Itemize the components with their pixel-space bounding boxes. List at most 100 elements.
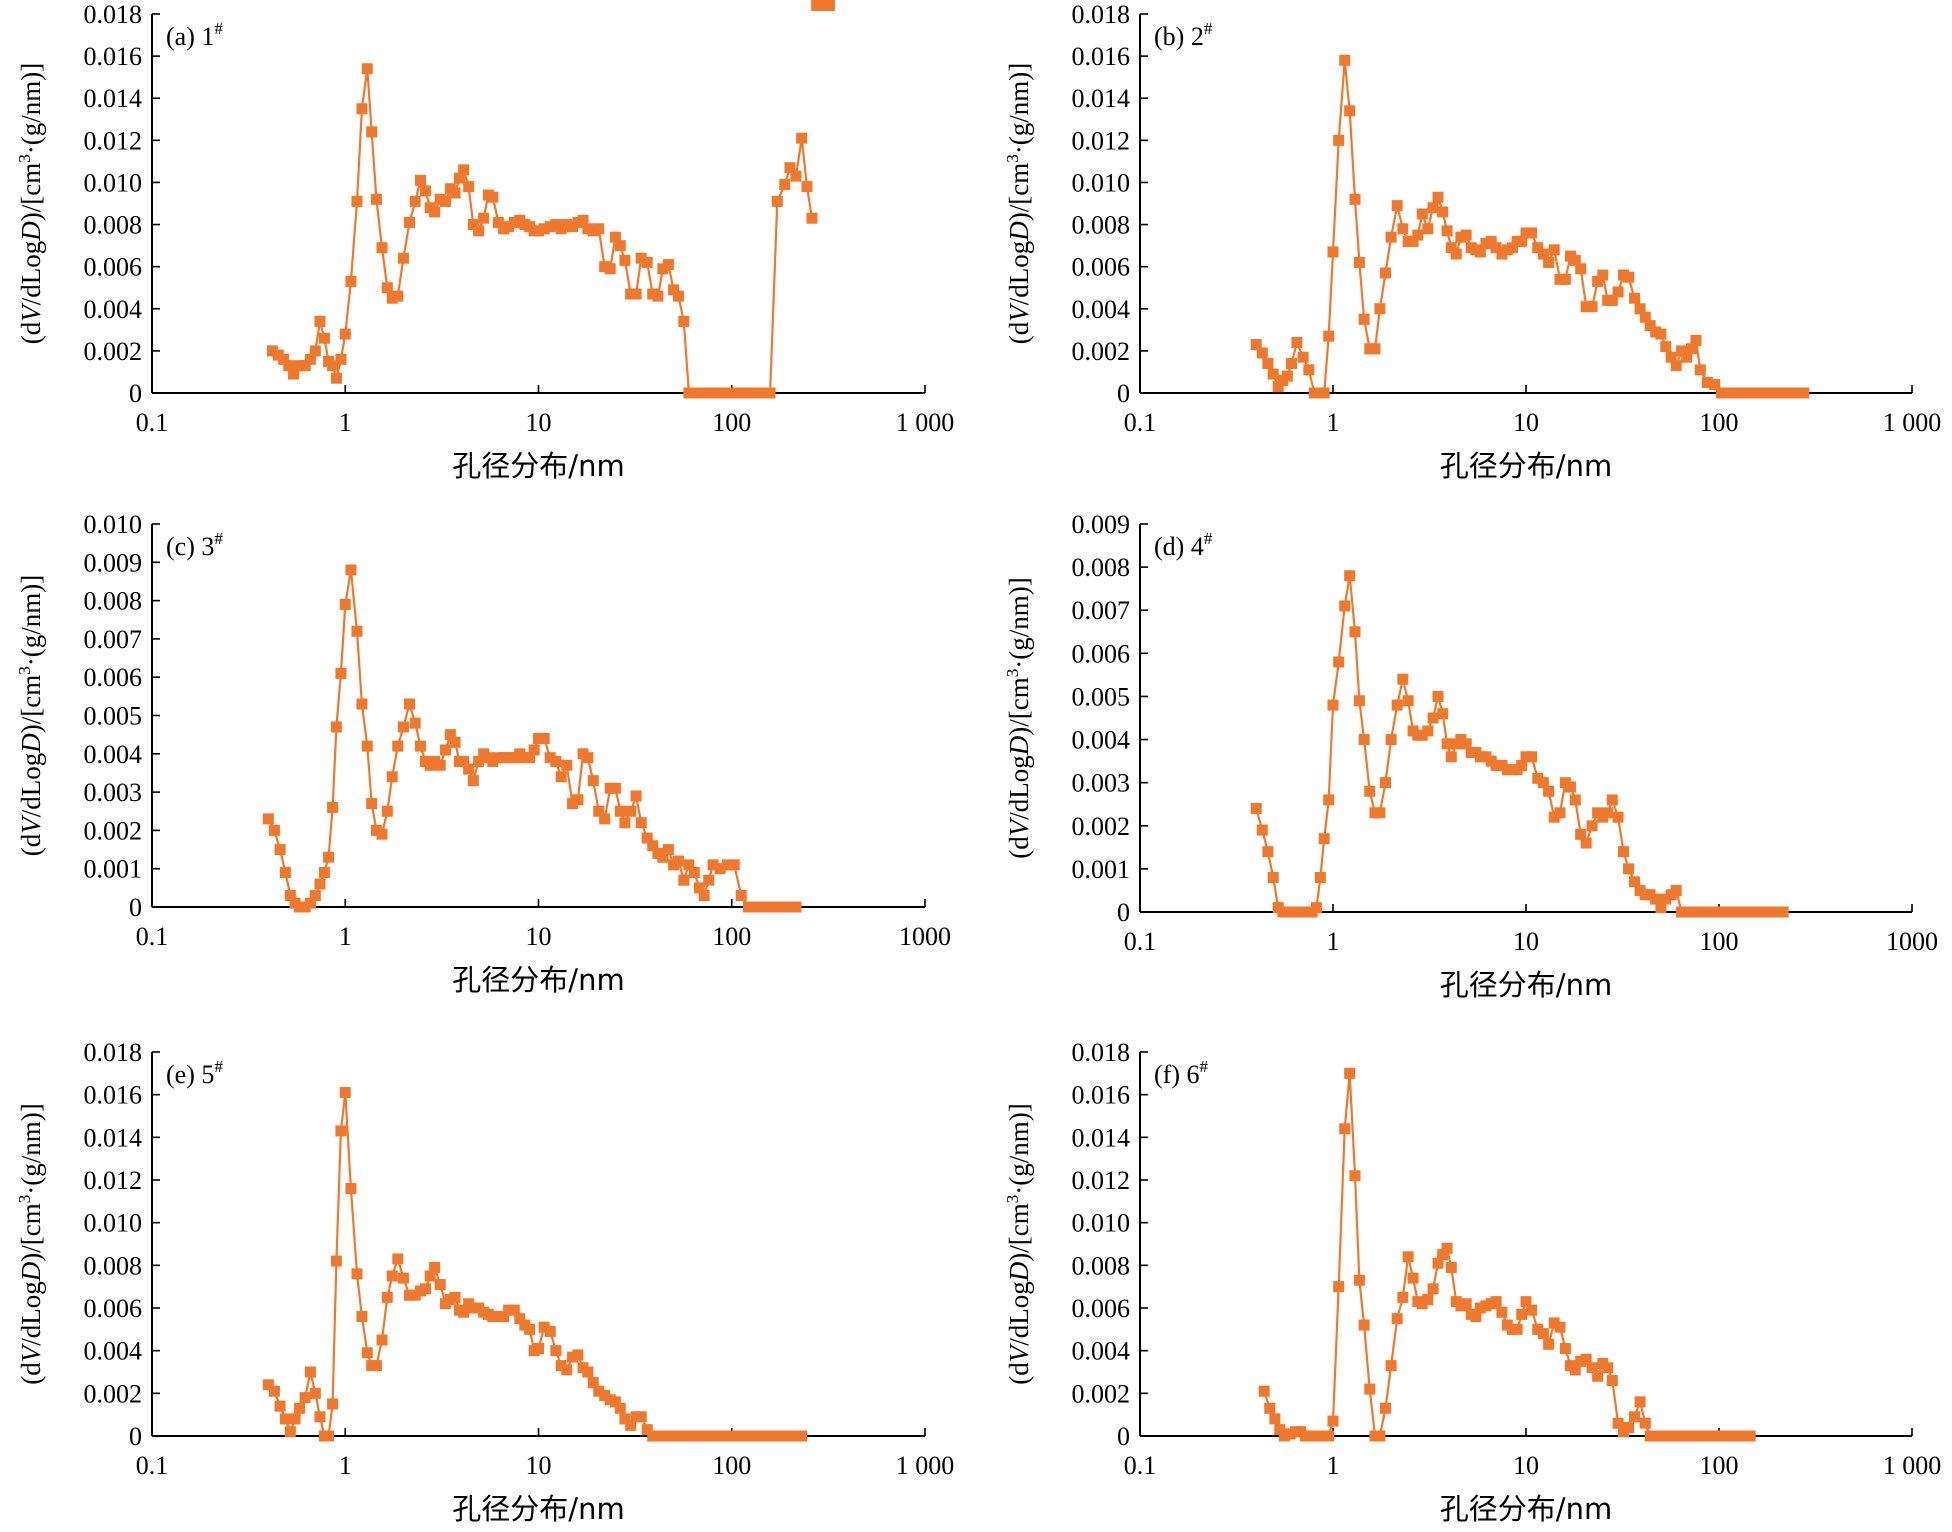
- data-point: [1617, 846, 1629, 858]
- data-point: [323, 851, 335, 863]
- y-tick-label: 0.018: [84, 1038, 143, 1067]
- data-point: [635, 252, 647, 264]
- data-point: [796, 1430, 808, 1442]
- panel-label: (d) 4#: [1154, 529, 1213, 561]
- data-point: [1681, 351, 1693, 363]
- data-point: [683, 859, 695, 871]
- y-axis-title-d: D: [1004, 221, 1034, 242]
- data-point: [1490, 242, 1502, 254]
- data-point: [1532, 1323, 1544, 1335]
- data-point: [1323, 330, 1335, 342]
- y-tick-label: 0.005: [84, 702, 143, 731]
- data-point: [1427, 202, 1439, 214]
- data-point: [703, 874, 715, 886]
- data-point: [1569, 1364, 1581, 1376]
- y-axis-title-d: D: [16, 733, 46, 754]
- data-point: [1397, 1291, 1409, 1303]
- data-point: [1623, 863, 1635, 875]
- data-point: [1460, 738, 1472, 750]
- data-point: [1272, 381, 1284, 393]
- y-tick-label: 0.002: [84, 816, 143, 845]
- data-point: [1701, 906, 1713, 918]
- data-point: [356, 698, 368, 710]
- y-axis-title-unit: ·(g/nm)]: [1004, 63, 1034, 154]
- data-point: [1323, 794, 1335, 806]
- data-point: [572, 1349, 584, 1361]
- data-point: [487, 755, 499, 767]
- data-point: [492, 216, 504, 228]
- y-tick-label: 0.002: [1072, 337, 1131, 366]
- y-tick-label: 0: [1117, 898, 1130, 927]
- y-tick-label: 0.012: [1072, 126, 1131, 155]
- data-point: [1559, 273, 1571, 285]
- data-point: [1644, 1430, 1656, 1442]
- data-point: [1339, 600, 1351, 612]
- data-point: [577, 214, 589, 226]
- data-point: [1676, 345, 1688, 357]
- data-point: [742, 387, 754, 399]
- data-point: [1564, 781, 1576, 793]
- y-axis-title-v: V: [16, 302, 46, 322]
- data-point: [386, 1270, 398, 1282]
- data-point: [449, 736, 461, 748]
- data-point: [1441, 225, 1453, 237]
- data-point: [1412, 229, 1424, 241]
- data-point: [463, 181, 475, 193]
- data-point: [1655, 902, 1667, 914]
- data-point: [742, 1430, 754, 1442]
- data-point: [268, 1385, 280, 1397]
- data-point: [533, 225, 544, 237]
- data-point: [1281, 370, 1293, 382]
- data-point: [1318, 833, 1330, 845]
- data-point: [796, 132, 808, 144]
- y-axis-title-open: (d: [16, 833, 46, 856]
- data-point: [1559, 1343, 1571, 1355]
- data-point: [614, 240, 626, 252]
- y-axis-title-v: V: [16, 1342, 46, 1362]
- x-tick-label: 1: [339, 1451, 352, 1480]
- data-point: [386, 292, 398, 304]
- data-point: [1369, 343, 1381, 355]
- data-point: [1554, 807, 1566, 819]
- x-tick-label: 1: [1327, 1451, 1340, 1480]
- data-point: [1407, 1272, 1419, 1284]
- chart-panel-6: 0 0.002 0.004 0.006 0.008 0.010 0.012 0.014 0.01…: [1003, 1038, 1941, 1526]
- data-point: [1327, 1415, 1339, 1427]
- data-point: [1516, 235, 1528, 247]
- data-point: [314, 315, 326, 327]
- y-axis-title: (dV/dLogD)/[cm3·(g/nm)]: [15, 1103, 46, 1384]
- data-point: [572, 794, 584, 806]
- data-point: [1422, 223, 1434, 235]
- data-point: [1264, 1402, 1276, 1414]
- y-axis-title-d: D: [16, 1261, 46, 1282]
- data-point: [721, 859, 733, 871]
- data-point: [1314, 872, 1326, 884]
- y-axis-title-open: (d: [16, 321, 46, 344]
- y-tick-label: 0.006: [1072, 639, 1131, 668]
- data-point: [503, 1304, 515, 1316]
- data-point: [657, 851, 669, 863]
- data-point: [1634, 1396, 1646, 1408]
- x-tick-label: 1000: [899, 922, 951, 951]
- y-axis-title-exp: 3: [15, 1195, 34, 1204]
- data-point: [707, 859, 719, 871]
- data-point: [314, 1411, 326, 1423]
- data-point: [463, 763, 475, 775]
- x-tick-label: 10: [526, 922, 552, 951]
- x-tick-label: 1000: [1886, 927, 1938, 956]
- data-point: [1391, 200, 1403, 212]
- data-point: [1490, 1296, 1502, 1308]
- data-point: [1353, 256, 1365, 268]
- y-tick-label: 0.004: [84, 740, 143, 769]
- data-point: [403, 216, 415, 228]
- data-point: [1286, 358, 1298, 370]
- data-point: [1333, 1281, 1345, 1293]
- chart-panel-1: 0 0.002 0.004 0.006 0.008 0.010 0.012 0.014 0.01…: [15, 0, 954, 483]
- data-point: [392, 1253, 404, 1265]
- data-point: [381, 282, 393, 294]
- panel-label-text: (c) 3: [166, 532, 214, 561]
- data-point: [1258, 1385, 1270, 1397]
- data-point: [1323, 1430, 1335, 1442]
- data-point: [345, 1183, 357, 1195]
